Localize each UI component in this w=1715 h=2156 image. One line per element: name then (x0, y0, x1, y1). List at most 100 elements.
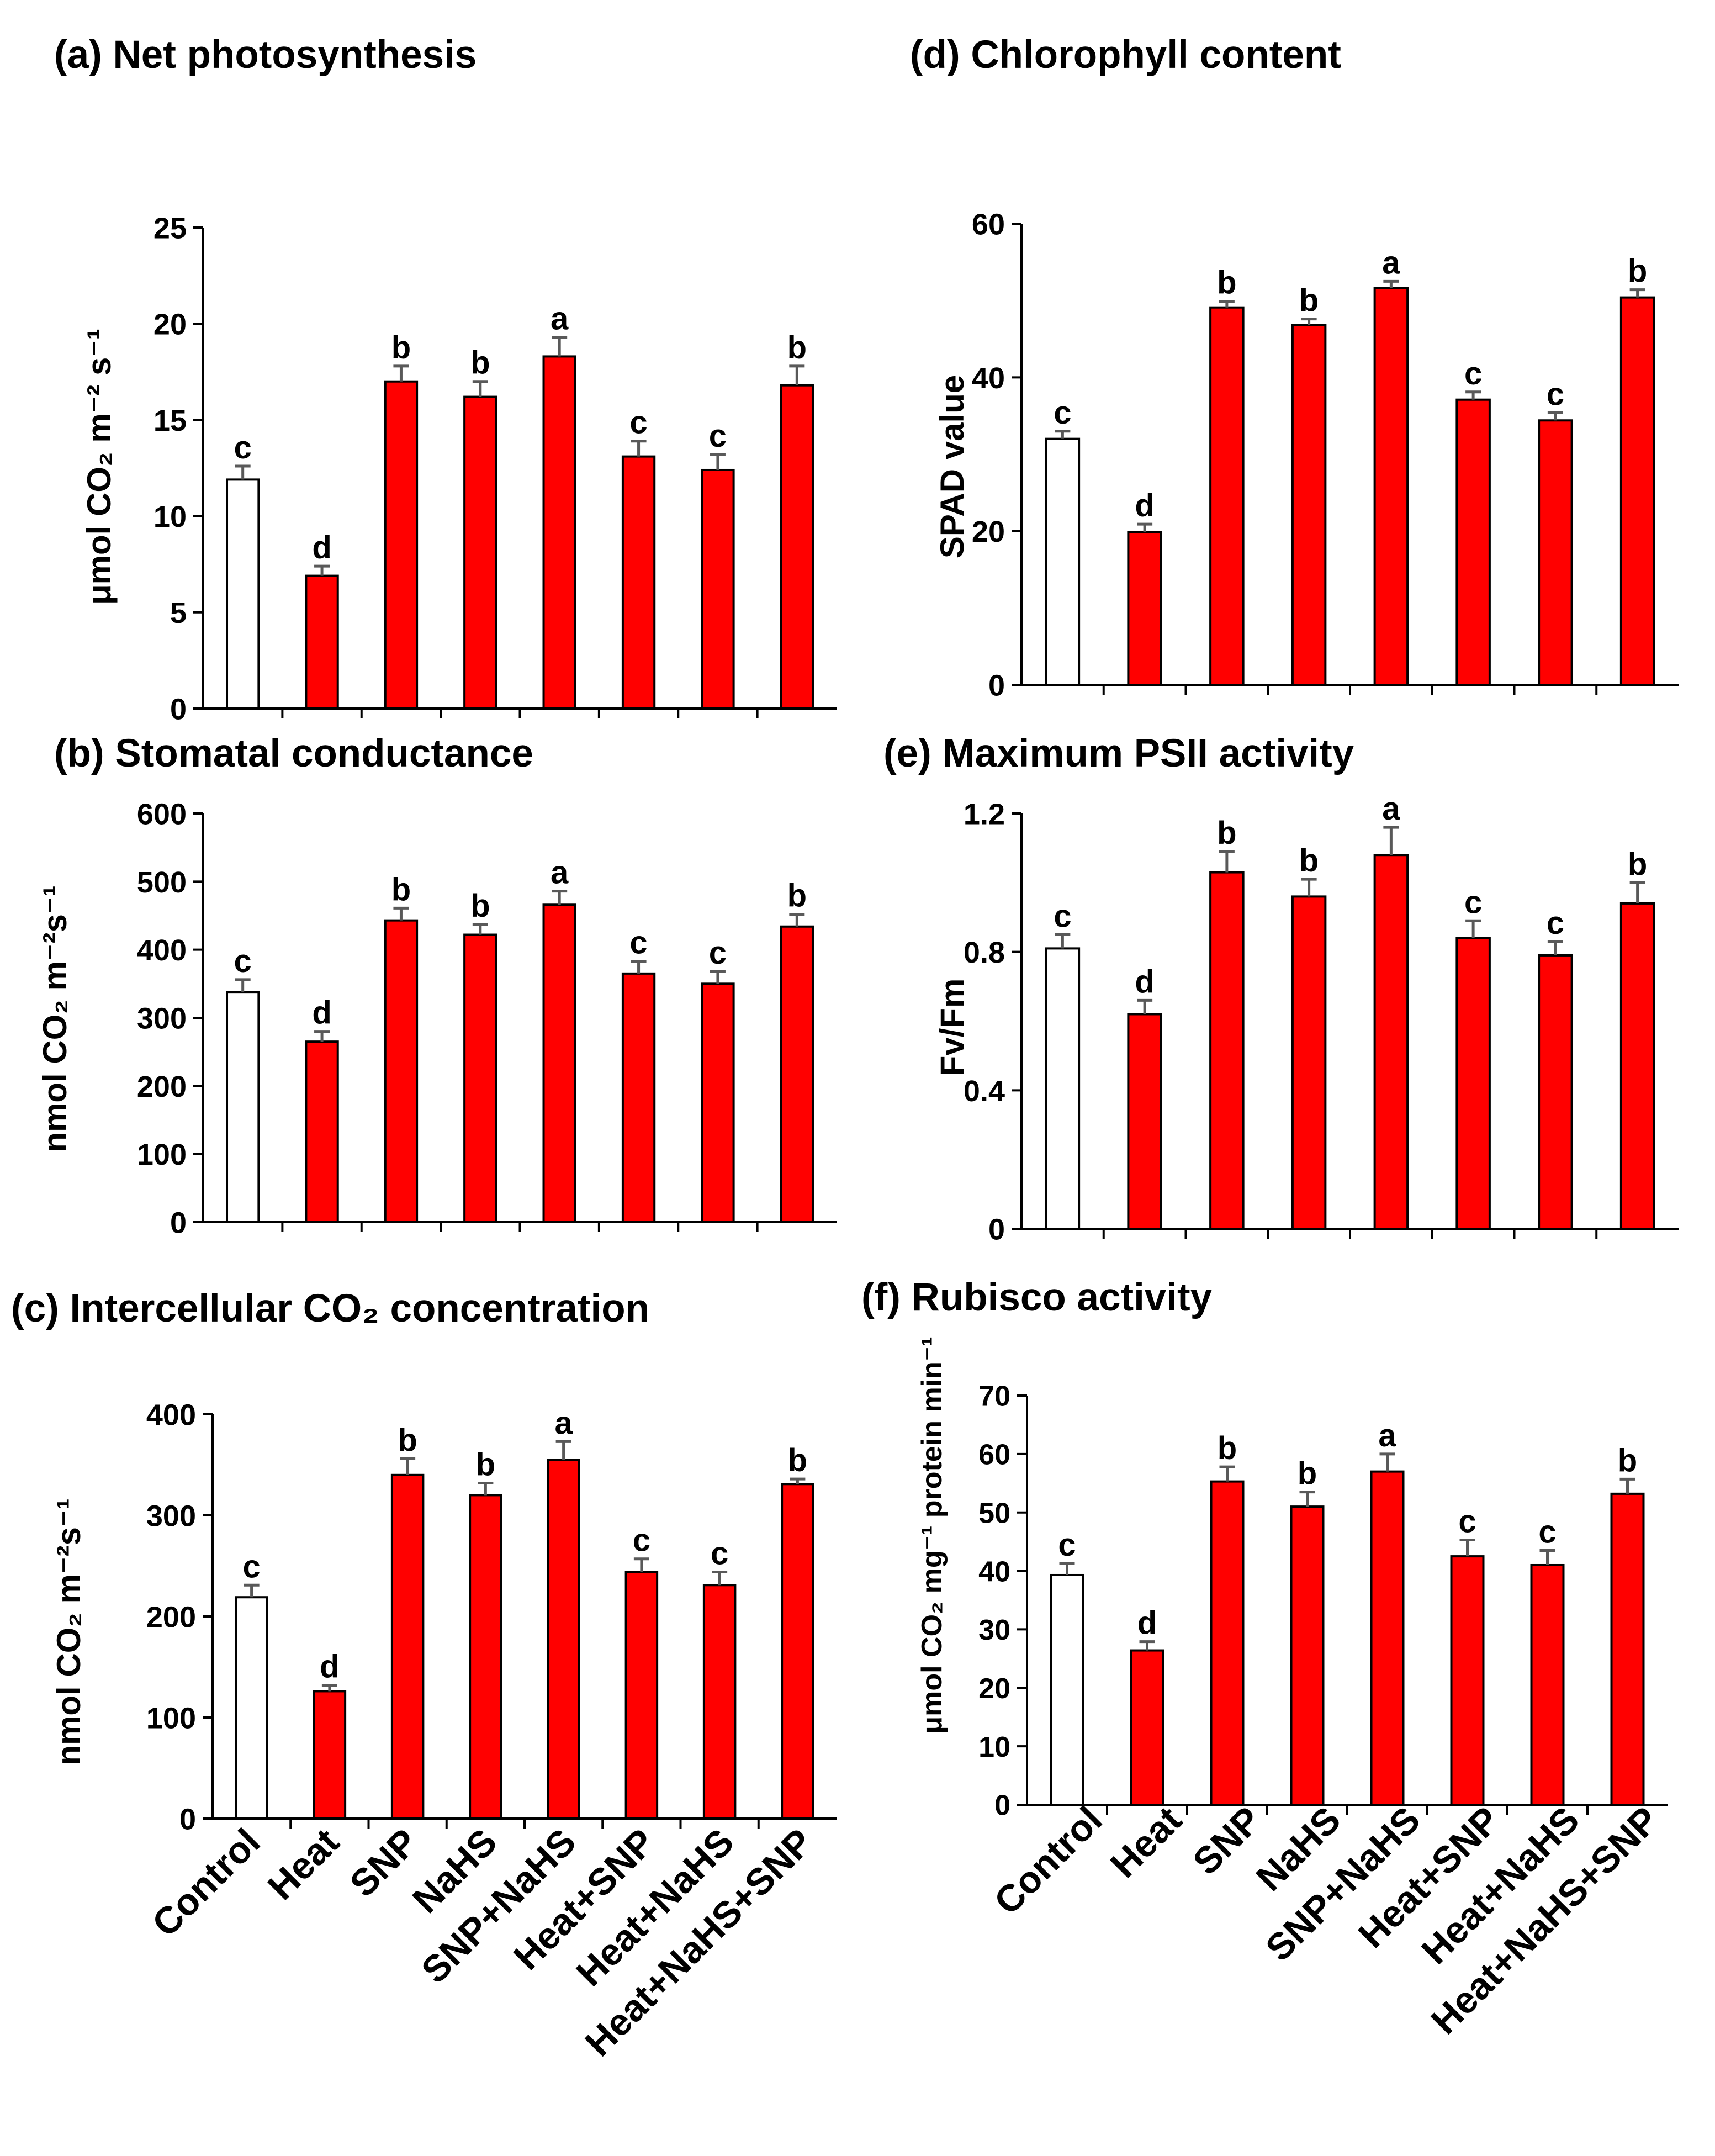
x-label-c-heat: Heat (260, 1821, 347, 1908)
panel-a-title: (a) Net photosynthesis (54, 33, 477, 77)
panel-f-bar-1 (1050, 1573, 1084, 1806)
panel-f-title: (f) Rubisco activity (861, 1276, 1213, 1319)
panel-b-sig-letter-8: b (787, 878, 807, 914)
panel-d-bar-8 (1619, 296, 1655, 686)
x-label-f-heat: Heat (1103, 1799, 1190, 1886)
panel-e-y-tick-label: 0.4 (964, 1075, 1005, 1108)
panel-a-sig-letter-2: d (312, 530, 331, 566)
panel-c-bar-1 (235, 1596, 268, 1820)
x-label-c-control: Control (144, 1821, 268, 1945)
panel-e-plot: 0 0.4 0.8 1.2 c d b b a c c b (964, 791, 1679, 1246)
panel-d-sig-letter-8: b (1628, 253, 1647, 289)
panel-e-sig-letter-2: d (1135, 964, 1154, 1000)
panel-c-sig-letter-4: b (476, 1446, 495, 1482)
panel-b-bar-5 (542, 903, 576, 1224)
panel-d-sig-letter-2: d (1135, 488, 1154, 524)
panel-d-sig-letter-5: a (1382, 245, 1400, 281)
panel-c-sig-letter-6: c (633, 1523, 650, 1558)
panel-f-ylabel: μmol CO₂ mg⁻¹ protein min⁻¹ (916, 1336, 948, 1734)
panel-f-category-labels: Control Heat SNP NaHS SNP+NaHS Heat+SNP … (986, 1799, 1667, 2042)
panel-f-bar-8 (1610, 1492, 1645, 1806)
panel-c-sig-letter-7: c (711, 1535, 728, 1571)
panel-d-bar-6 (1455, 398, 1491, 686)
panel-f-y-tick-label: 30 (978, 1614, 1010, 1646)
panel-c-sig-letter-8: b (788, 1442, 807, 1478)
panel-c-bar-5 (547, 1459, 580, 1820)
panel-f-bar-6 (1450, 1555, 1485, 1806)
panel-d-ylabel: SPAD value (934, 375, 971, 558)
panel-a-bar-3 (384, 380, 419, 710)
panel-d-y-tick-label: 40 (972, 362, 1005, 395)
panel-f-plot: 0 10 20 30 40 50 60 70 c d b b a c c b (978, 1381, 1668, 1822)
panel-e-sig-letter-8: b (1628, 846, 1647, 882)
panel-f-bar-5 (1370, 1470, 1405, 1806)
panel-e-bar-8 (1619, 902, 1655, 1230)
panel-c-category-labels: Control Heat SNP NaHS SNP+NaHS Heat+SNP … (144, 1821, 821, 2064)
panel-e-sig-letter-1: c (1054, 898, 1071, 934)
panel-c-bar-8 (781, 1483, 814, 1820)
panel-a-bar-7 (701, 468, 735, 710)
panel-f-y-tick-label: 20 (978, 1673, 1010, 1705)
panel-b-sig-letter-1: c (234, 943, 252, 979)
panel-e-bar-4 (1291, 895, 1327, 1230)
panel-f-sig-letter-3: b (1218, 1430, 1237, 1466)
panel-b-y-tick-label: 300 (137, 1002, 187, 1035)
panel-b-y-tick-label: 500 (137, 866, 187, 899)
panel-b-bar-7 (701, 982, 735, 1224)
panel-b-y-tick-label: 200 (137, 1070, 187, 1103)
panel-d-sig-letter-4: b (1299, 283, 1319, 319)
panel-b-y-tick-label: 0 (170, 1206, 187, 1239)
panel-d-bar-2 (1127, 531, 1162, 686)
panel-a-bar-5 (542, 355, 576, 710)
panel-c-bar-3 (390, 1473, 425, 1820)
panel-c-sig-letter-3: b (398, 1423, 417, 1459)
panel-c-y-tick-label: 100 (146, 1701, 196, 1735)
panel-b-title: (b) Stomatal conductance (54, 732, 533, 775)
panel-a-y-tick-label: 20 (153, 308, 187, 341)
panel-f-y-tick-label: 10 (978, 1731, 1010, 1763)
panel-a-sig-letter-8: b (787, 330, 807, 366)
panel-d-bar-4 (1291, 324, 1327, 686)
panel-c-title: (c) Intercellular CO₂ concentration (11, 1287, 649, 1330)
panel-a-sig-letter-5: a (551, 301, 569, 337)
panel-e-sig-letter-6: c (1464, 884, 1482, 920)
panel-f-sig-letter-7: c (1538, 1514, 1556, 1550)
panel-a-y-tick-label: 0 (170, 693, 187, 726)
panel-e-y-tick-label: 0.8 (964, 936, 1005, 969)
panel-b-y-tick-label: 600 (137, 797, 187, 831)
panel-b-plot: 0 100 200 300 400 500 600 c d b b a c c b (137, 797, 837, 1239)
panel-d-sig-letter-1: c (1054, 395, 1071, 431)
panel-c-y-tick-label: 300 (146, 1499, 196, 1533)
panel-f-y-tick-label: 40 (978, 1556, 1010, 1588)
panel-d-bar-7 (1538, 419, 1573, 686)
panel-e-y-tick-label: 1.2 (964, 797, 1005, 831)
panel-a-ylabel: μmol CO₂ m⁻² s⁻¹ (81, 329, 118, 605)
panel-a-bar-1 (226, 478, 260, 710)
panel-a-sig-letter-4: b (470, 345, 490, 381)
panel-c-bar-2 (313, 1690, 347, 1820)
panel-b-bar-4 (463, 933, 497, 1223)
panel-a-sig-letter-6: c (629, 405, 647, 441)
panel-f-bar-3 (1210, 1480, 1245, 1806)
panel-b-bar-1 (226, 991, 260, 1223)
panel-f-bar-4 (1290, 1505, 1325, 1806)
panel-d-bar-1 (1045, 437, 1081, 686)
panel-a-bar-8 (780, 384, 814, 710)
panel-f-sig-letter-2: d (1137, 1605, 1157, 1641)
panel-f-y-tick-label: 50 (978, 1497, 1010, 1529)
panel-b-sig-letter-3: b (391, 871, 411, 907)
panel-a-y-tick-label: 10 (153, 500, 187, 533)
panel-c-sig-letter-2: d (320, 1648, 339, 1684)
panel-e-bar-2 (1127, 1013, 1162, 1230)
panel-a-bar-2 (305, 574, 339, 710)
panel-a-y-tick-label: 5 (170, 596, 187, 630)
panel-c-y-tick-label: 0 (179, 1803, 196, 1836)
panel-f-bar-7 (1530, 1563, 1565, 1806)
panel-a-sig-letter-7: c (709, 418, 727, 454)
panel-f-bar-2 (1130, 1649, 1164, 1806)
panel-d-title: (d) Chlorophyll content (910, 33, 1341, 77)
panel-f-y-tick-label: 70 (978, 1381, 1010, 1413)
panel-b-y-tick-label: 100 (137, 1138, 187, 1171)
